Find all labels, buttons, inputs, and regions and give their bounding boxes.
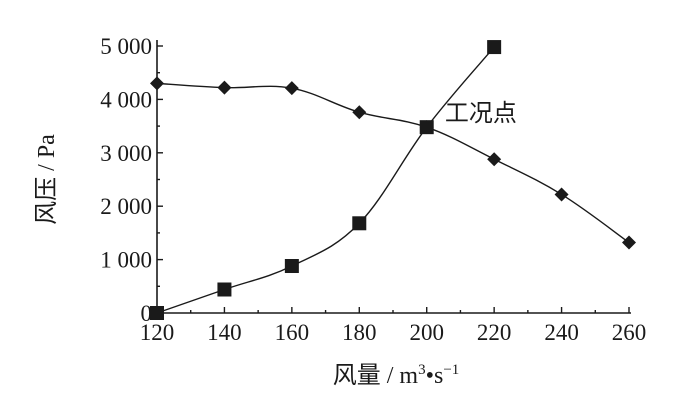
x-axis-title-main: 风量 / m	[333, 363, 419, 389]
square-point	[352, 216, 367, 231]
square-point	[487, 40, 502, 55]
x-tick-label: 260	[612, 320, 647, 345]
series-layer	[150, 40, 636, 320]
y-tick-label: 3 000	[100, 141, 152, 166]
x-axis-title-sup-3: 3	[418, 362, 426, 378]
x-tick-label: 240	[544, 320, 579, 345]
square-point	[217, 282, 232, 297]
diamond-point	[284, 81, 299, 96]
operating-point-label: 工况点	[445, 99, 517, 127]
y-axis-title: 风压 / Pa	[34, 134, 60, 225]
x-axis-title-mid: •s	[426, 363, 444, 389]
square-point	[284, 259, 299, 274]
diamond-point	[217, 80, 232, 95]
x-tick-label: 160	[275, 320, 310, 345]
x-tick-label: 200	[409, 320, 444, 345]
diamond-point	[352, 105, 367, 120]
y-tick-label: 0	[141, 301, 153, 326]
square-point	[419, 120, 434, 135]
square-point	[150, 306, 164, 320]
y-tick-label: 5 000	[100, 34, 152, 59]
x-axis-title: 风量 / m3•s−1	[333, 362, 460, 389]
y-tick-label: 4 000	[100, 87, 152, 112]
diamond-point	[150, 76, 164, 91]
x-tick-label: 220	[477, 320, 512, 345]
labels: 0 1 000 2 000 3 000 4 000 5 000 120 140 160 180 20…	[34, 34, 646, 389]
x-axis-title-sup-neg1: −1	[443, 362, 459, 378]
x-tick-label: 180	[342, 320, 377, 345]
y-tick-label: 2 000	[100, 194, 152, 219]
diamond-point	[487, 152, 502, 167]
diamond-series-line	[156, 82, 630, 244]
diamond-point	[622, 235, 636, 250]
diamond-point	[554, 187, 569, 202]
y-tick-label: 1 000	[100, 248, 152, 273]
x-tick-label: 140	[207, 320, 242, 345]
x-tick-label: 120	[140, 320, 175, 345]
